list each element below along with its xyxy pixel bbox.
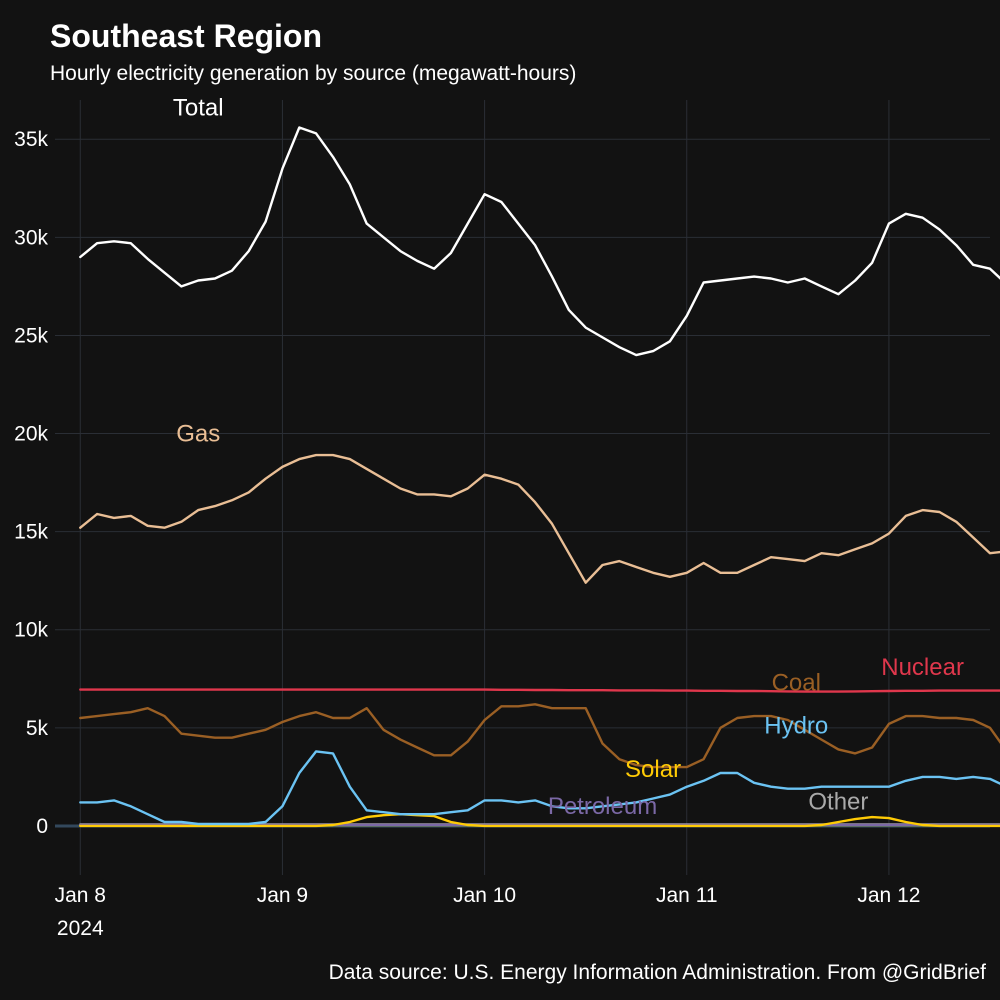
y-tick-label: 20k: [14, 423, 48, 446]
series-line-nuclear: [79, 688, 1000, 693]
x-tick-label: Jan 12: [857, 884, 920, 907]
series-label-hydro: Hydro: [764, 713, 828, 740]
y-tick-label: 25k: [14, 324, 48, 347]
chart-subtitle: Hourly electricity generation by source …: [50, 62, 577, 85]
series-label-coal: Coal: [772, 670, 821, 697]
y-tick-label: 30k: [14, 226, 48, 249]
y-tick-label: 10k: [14, 619, 48, 642]
series-line-gas: [79, 453, 1000, 584]
series-line-hydro: [79, 750, 1000, 826]
x-tick-label: Jan 10: [453, 884, 516, 907]
series-label-total: Total: [173, 95, 224, 122]
series-label-other: Other: [808, 788, 868, 815]
series-label-solar: Solar: [625, 756, 681, 783]
x-tick-sublabel: 2024: [57, 917, 104, 940]
series-label-nuclear: Nuclear: [881, 654, 964, 681]
series-line-coal: [79, 703, 1000, 769]
x-tick-label: Jan 9: [257, 884, 308, 907]
series-label-gas: Gas: [176, 420, 220, 447]
x-tick-label: Jan 8: [55, 884, 106, 907]
y-tick-label: 15k: [14, 521, 48, 544]
series-label-petroleum: Petroleum: [548, 793, 657, 820]
y-tick-label: 0: [36, 815, 48, 838]
data-source-note: Data source: U.S. Energy Information Adm…: [328, 961, 986, 984]
y-tick-label: 5k: [26, 717, 49, 740]
chart-title: Southeast Region: [50, 18, 323, 54]
series-line-total: [79, 126, 1000, 357]
x-tick-label: Jan 11: [656, 884, 718, 907]
y-tick-label: 35k: [14, 128, 48, 151]
series-line-solar: [79, 813, 1000, 828]
